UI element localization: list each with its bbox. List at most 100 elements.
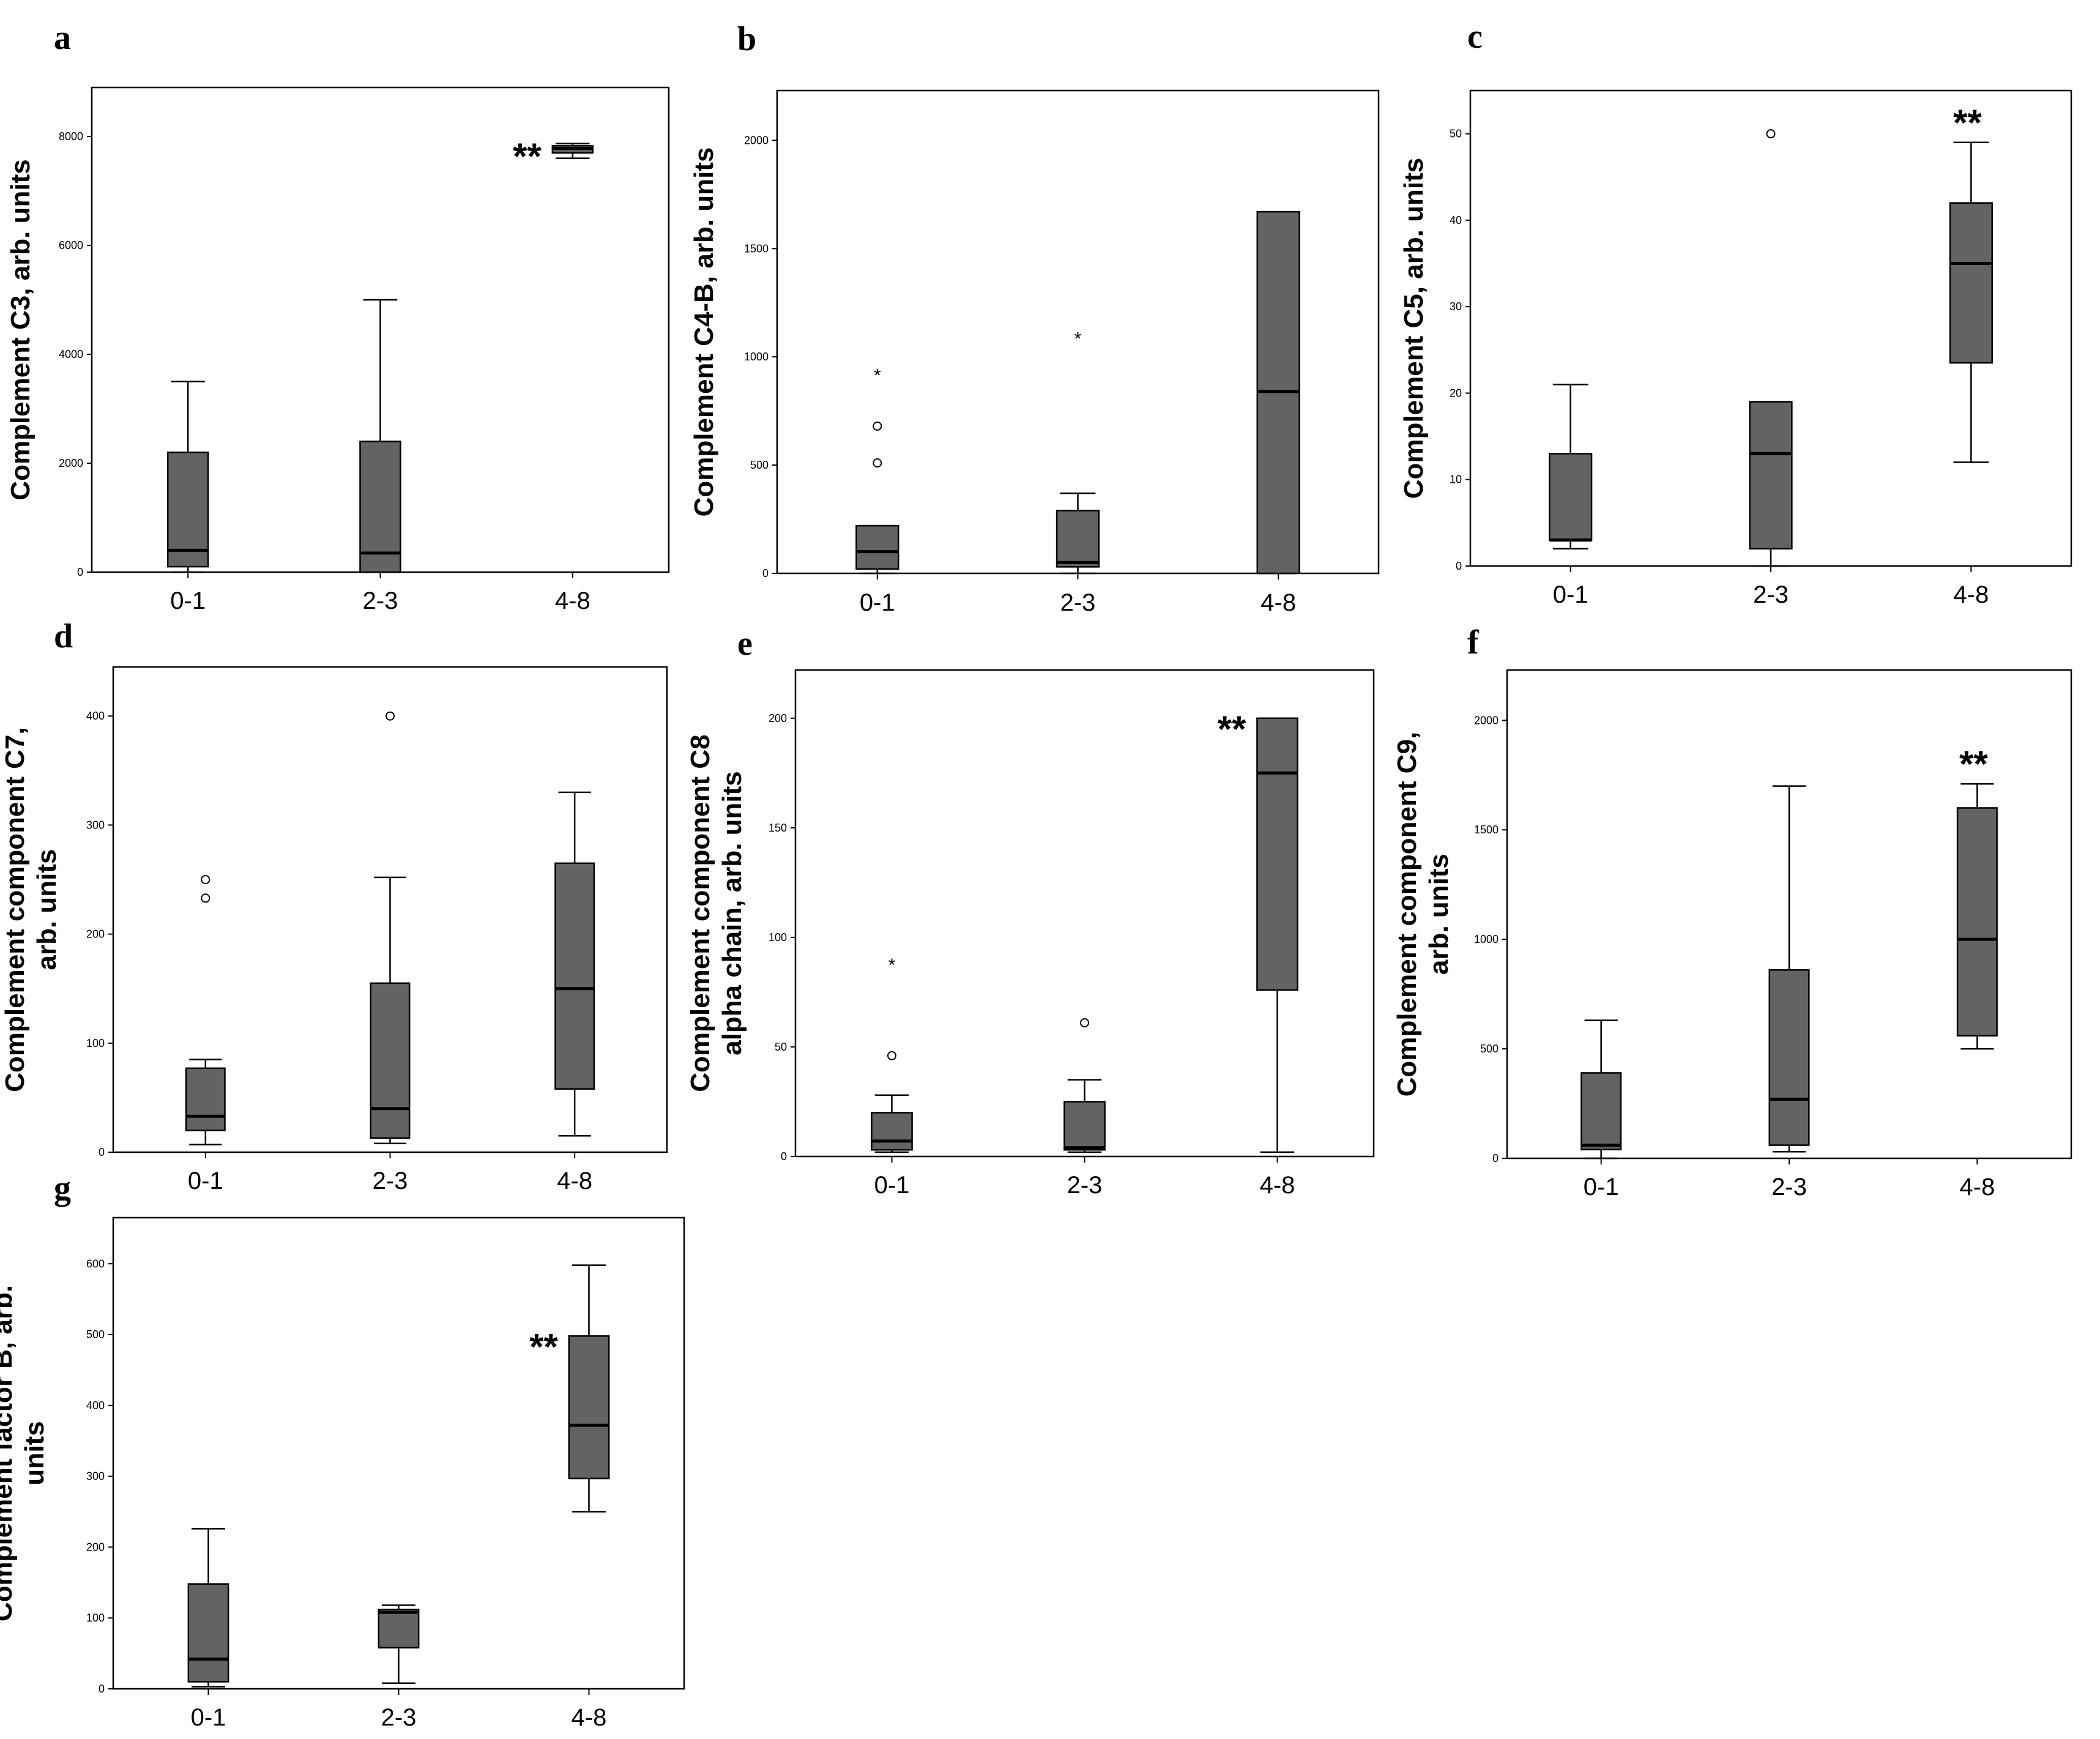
box-e-4-8 — [1256, 717, 1298, 991]
significance-marker-e: ** — [1218, 709, 1246, 750]
box-a-0-1 — [166, 451, 209, 568]
panel-letter-b: b — [737, 20, 756, 58]
y-tick-label-c: 10 — [1450, 474, 1462, 486]
outlier-star-e-0-1: * — [888, 955, 896, 975]
y-tick-label-d: 100 — [86, 1037, 105, 1049]
box-g-4-8 — [568, 1335, 610, 1480]
outlier-circle-d-0-1 — [201, 893, 210, 903]
y-axis-label-e: alpha chain, arb. units — [717, 771, 747, 1056]
outlier-circle-c-2-3 — [1766, 129, 1776, 139]
y-tick-label-e: 0 — [781, 1150, 787, 1163]
box-d-4-8 — [554, 862, 595, 1090]
x-tick-label-e: 0-1 — [874, 1172, 910, 1199]
y-tick-label-e: 150 — [769, 822, 787, 834]
panel-letter-e: e — [737, 625, 753, 663]
x-tick-label-f: 4-8 — [1959, 1174, 1995, 1201]
y-tick-label-e: 100 — [769, 931, 787, 944]
x-tick-label-b: 2-3 — [1060, 589, 1096, 616]
y-tick-label-c: 30 — [1450, 300, 1462, 313]
y-axis-label-b: Complement C4-B, arb. units — [689, 147, 719, 517]
x-tick-label-f: 0-1 — [1584, 1174, 1619, 1201]
x-tick-label-g: 2-3 — [381, 1704, 417, 1731]
y-tick-label-e: 200 — [769, 712, 787, 724]
y-axis-label-f: Complement component C9, — [1392, 732, 1422, 1097]
x-tick-label-d: 4-8 — [557, 1167, 592, 1194]
y-tick-label-g: 0 — [99, 1683, 105, 1695]
x-tick-label-a: 0-1 — [170, 587, 206, 614]
outlier-circle-e-2-3 — [1080, 1018, 1089, 1028]
significance-marker-a: ** — [513, 136, 542, 177]
y-tick-label-b: 0 — [762, 567, 769, 579]
outlier-star-b-2-3: * — [1074, 329, 1082, 349]
y-tick-label-f: 1500 — [1474, 824, 1499, 836]
box-f-4-8 — [1956, 807, 1998, 1037]
y-tick-label-g: 500 — [86, 1328, 105, 1341]
y-tick-label-a: 2000 — [59, 457, 83, 469]
box-b-2-3 — [1056, 510, 1100, 568]
x-tick-label-b: 0-1 — [860, 589, 895, 616]
y-axis-label-g: Complement factor B, arb. — [0, 1285, 18, 1622]
significance-marker-c: ** — [1953, 102, 1982, 143]
x-tick-label-d: 0-1 — [188, 1167, 223, 1194]
y-tick-label-g: 100 — [86, 1612, 105, 1624]
outlier-star-b-0-1: * — [874, 365, 881, 385]
y-tick-label-c: 40 — [1450, 214, 1462, 226]
box-g-0-1 — [187, 1583, 229, 1683]
box-c-0-1 — [1549, 453, 1593, 541]
x-tick-label-b: 4-8 — [1260, 589, 1296, 616]
panel-letter-c: c — [1467, 18, 1483, 56]
box-g-2-3 — [378, 1609, 420, 1649]
y-axis-label-a: Complement C3, arb. units — [6, 159, 35, 500]
y-tick-label-g: 200 — [86, 1541, 105, 1553]
y-tick-label-a: 0 — [77, 566, 83, 578]
significance-marker-g: ** — [529, 1326, 558, 1367]
panel-letter-d: d — [54, 617, 73, 655]
y-tick-label-b: 1000 — [744, 351, 769, 363]
y-axis-label-c: Complement C5, arb. units — [1399, 158, 1429, 499]
x-tick-label-d: 2-3 — [373, 1167, 408, 1194]
y-tick-label-b: 2000 — [744, 134, 769, 146]
box-b-0-1 — [855, 524, 899, 570]
y-tick-label-c: 50 — [1450, 128, 1462, 140]
y-tick-label-d: 400 — [86, 710, 105, 722]
box-c-2-3 — [1749, 401, 1793, 549]
y-tick-label-a: 8000 — [59, 130, 83, 143]
y-tick-label-c: 20 — [1450, 387, 1462, 399]
x-tick-label-c: 0-1 — [1553, 581, 1588, 608]
y-tick-label-f: 0 — [1492, 1152, 1499, 1164]
x-tick-label-g: 4-8 — [572, 1704, 607, 1731]
y-tick-label-c: 0 — [1456, 560, 1462, 572]
y-tick-label-b: 1500 — [744, 242, 769, 255]
y-tick-label-g: 600 — [86, 1257, 105, 1270]
outlier-circle-d-0-1 — [201, 874, 210, 884]
box-e-0-1 — [871, 1112, 913, 1151]
x-tick-label-e: 4-8 — [1260, 1172, 1295, 1199]
y-tick-label-d: 200 — [86, 928, 105, 940]
y-tick-label-a: 4000 — [59, 348, 83, 360]
y-tick-label-e: 50 — [775, 1041, 787, 1053]
y-tick-label-b: 500 — [750, 459, 769, 471]
outlier-circle-e-0-1 — [887, 1051, 896, 1060]
y-tick-label-d: 300 — [86, 819, 105, 831]
box-a-2-3 — [359, 441, 401, 573]
x-tick-label-c: 4-8 — [1953, 581, 1989, 608]
x-tick-label-f: 2-3 — [1771, 1174, 1807, 1201]
box-c-4-8 — [1949, 202, 1993, 364]
outlier-circle-b-0-1 — [873, 421, 882, 431]
panel-letter-a: a — [54, 19, 71, 57]
y-tick-label-d: 0 — [99, 1146, 105, 1158]
x-tick-label-e: 2-3 — [1067, 1172, 1103, 1199]
y-axis-label-g: units — [20, 1421, 50, 1485]
y-tick-label-g: 300 — [86, 1470, 105, 1483]
x-tick-label-c: 2-3 — [1753, 581, 1789, 608]
y-tick-label-f: 2000 — [1474, 714, 1499, 726]
y-axis-label-f: arb. units — [1424, 854, 1454, 975]
y-tick-label-f: 1000 — [1474, 933, 1499, 945]
box-e-2-3 — [1063, 1101, 1106, 1151]
significance-marker-f: ** — [1959, 743, 1988, 784]
y-axis-label-d: arb. units — [32, 849, 62, 970]
x-tick-label-a: 4-8 — [555, 587, 590, 614]
panel-letter-g: g — [54, 1169, 71, 1207]
x-tick-label-a: 2-3 — [363, 587, 398, 614]
